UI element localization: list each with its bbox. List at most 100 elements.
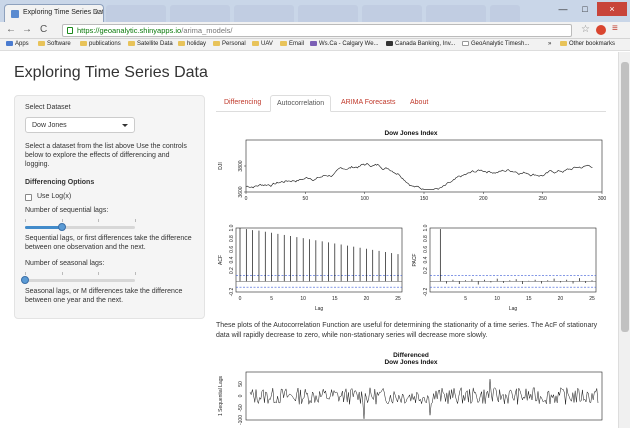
bookmark-item[interactable]: Other bookmarks [560,41,615,47]
folder-icon [128,41,135,46]
seasonal-lags-label: Number of seasonal lags: [25,260,105,267]
chevron-down-icon [122,124,128,127]
folder-icon [560,41,567,46]
x-tick-label: 100 [360,196,369,202]
url-host: https://geoanalytic.shinyapps.io [77,26,182,35]
y-axis-label: 1 Sequential Lags [218,375,224,416]
apps-grid-icon [6,41,13,46]
y-tick-label: 1.0 [423,224,429,231]
more-bookmarks-button[interactable]: » [548,41,552,47]
reload-icon[interactable]: C [40,24,48,35]
slider-tick [98,272,100,275]
folder-icon [178,41,185,46]
y-tick-label: -100 [238,415,244,425]
forward-arrow-icon[interactable]: → [22,24,32,35]
x-tick-label: 15 [332,296,338,302]
y-tick-label: -0.2 [229,287,235,296]
folder-icon [80,41,87,46]
seasonal-lags-slider[interactable] [21,276,135,284]
scrollbar-thumb[interactable] [621,62,629,332]
slider-tick [61,272,63,275]
series-line [245,163,593,190]
bookmark-item[interactable]: UAV [252,41,273,47]
plot-frame [429,227,597,293]
bookmark-item[interactable]: Canada Banking, Inv... [386,41,455,47]
plot-title: Differenced Dow Jones Index [384,352,437,366]
use-log-label: Use Log(x) [37,193,72,200]
minimize-window-button[interactable]: — [558,4,568,14]
x-tick-label: 50 [303,196,309,202]
dataset-select-value: Dow Jones [32,122,67,129]
y-axis-label: DJI [218,162,224,170]
x-tick-label: 250 [538,196,547,202]
page-favicon-icon [11,10,19,18]
folder-icon [252,41,259,46]
sequential-lags-label: Number of sequential lags: [25,207,109,214]
dataset-select[interactable]: Dow Jones [25,117,135,133]
site-icon [310,41,317,46]
bookmark-star-icon[interactable]: ☆ [581,24,590,35]
back-arrow-icon[interactable]: ← [6,24,16,35]
x-tick-label: 0 [239,296,242,302]
tab-about[interactable]: About [410,99,429,106]
background-tab[interactable] [426,5,486,22]
x-tick-label: 25 [589,296,595,302]
background-tab[interactable] [170,5,230,22]
x-tick-label: 0 [245,196,248,202]
sidebar-panel: Select Dataset Dow Jones Select a datase… [14,95,205,319]
y-tick-label: 0.2 [229,267,235,274]
y-axis-label: PACF [412,254,418,267]
extension-icon[interactable] [596,25,606,35]
bookmarks-bar: Apps Software publications Satellite Dat… [0,39,630,51]
page-scrollbar[interactable] [618,52,630,428]
tab-arima-forecasts[interactable]: ARIMA Forecasts [341,99,396,106]
x-tick-label: 15 [526,296,532,302]
browser-tab-strip: Exploring Time Series Dat × — □ × [0,0,630,22]
bookmark-item[interactable]: Email [280,41,304,47]
slider-tick [135,272,136,275]
y-tick-label: 0.2 [423,267,429,274]
x-tick-label: 150 [420,196,429,202]
slider-tick [135,219,136,222]
bookmark-item[interactable]: Ws.Ca - Calgary We... [310,41,379,47]
sequential-lags-help: Sequential lags, or first differences ta… [25,235,192,251]
sequential-lags-slider[interactable] [25,223,135,231]
y-tick-label: 3800 [238,160,244,171]
tab-differencing[interactable]: Differencing [224,99,262,106]
menu-icon[interactable]: ≡ [612,23,618,34]
browser-tab-active[interactable]: Exploring Time Series Dat × [4,4,104,22]
bookmark-item[interactable]: Satellite Data [128,41,173,47]
use-log-checkbox[interactable] [25,194,32,201]
bookmark-item[interactable]: holiday [178,41,206,47]
x-tick-label: 200 [479,196,488,202]
background-tab[interactable] [298,5,358,22]
browser-toolbar: ← → C https://geoanalytic.shinyapps.io/a… [0,22,630,39]
page-content: Exploring Time Series Data Select Datase… [0,52,618,428]
background-tab[interactable] [362,5,422,22]
seasonal-lags-ticks [25,272,136,276]
bookmark-item[interactable]: GeoAnalytic Timesh... [462,41,529,47]
background-tab[interactable] [106,5,166,22]
seasonal-lags-handle[interactable] [21,276,29,284]
dow-jones-line-plot: Dow Jones Index DJI 3600 3800 0 50 100 150 20… [218,130,606,202]
autocorrelation-description: These plots of the Autocorrelation Funct… [216,322,598,339]
slider-tick [61,219,63,222]
new-tab-button[interactable] [490,5,520,22]
page-icon [462,41,469,46]
bookmark-item[interactable]: Personal [213,41,246,47]
address-bar[interactable]: https://geoanalytic.shinyapps.io/arima_m… [62,24,572,37]
bookmark-item[interactable]: publications [80,41,121,47]
tab-autocorrelation[interactable]: Autocorrelation [270,95,332,112]
bookmark-item[interactable]: Software [38,41,71,47]
x-tick-label: 5 [464,296,467,302]
lock-icon [67,27,73,34]
sequential-lags-handle[interactable] [57,223,66,231]
maximize-window-button[interactable]: □ [582,4,588,14]
x-axis-label: Lag [315,306,324,312]
pacf-plot: PACF Lag 5 10 15 20 25 -0.2 0.2 0.4 0.6 0.8 1.0 [412,224,597,312]
bookmark-item[interactable]: Apps [6,41,29,47]
background-tab[interactable] [234,5,294,22]
close-window-button[interactable]: × [597,2,627,16]
y-tick-label: 1.0 [229,224,235,231]
close-tab-icon[interactable]: × [94,8,99,17]
